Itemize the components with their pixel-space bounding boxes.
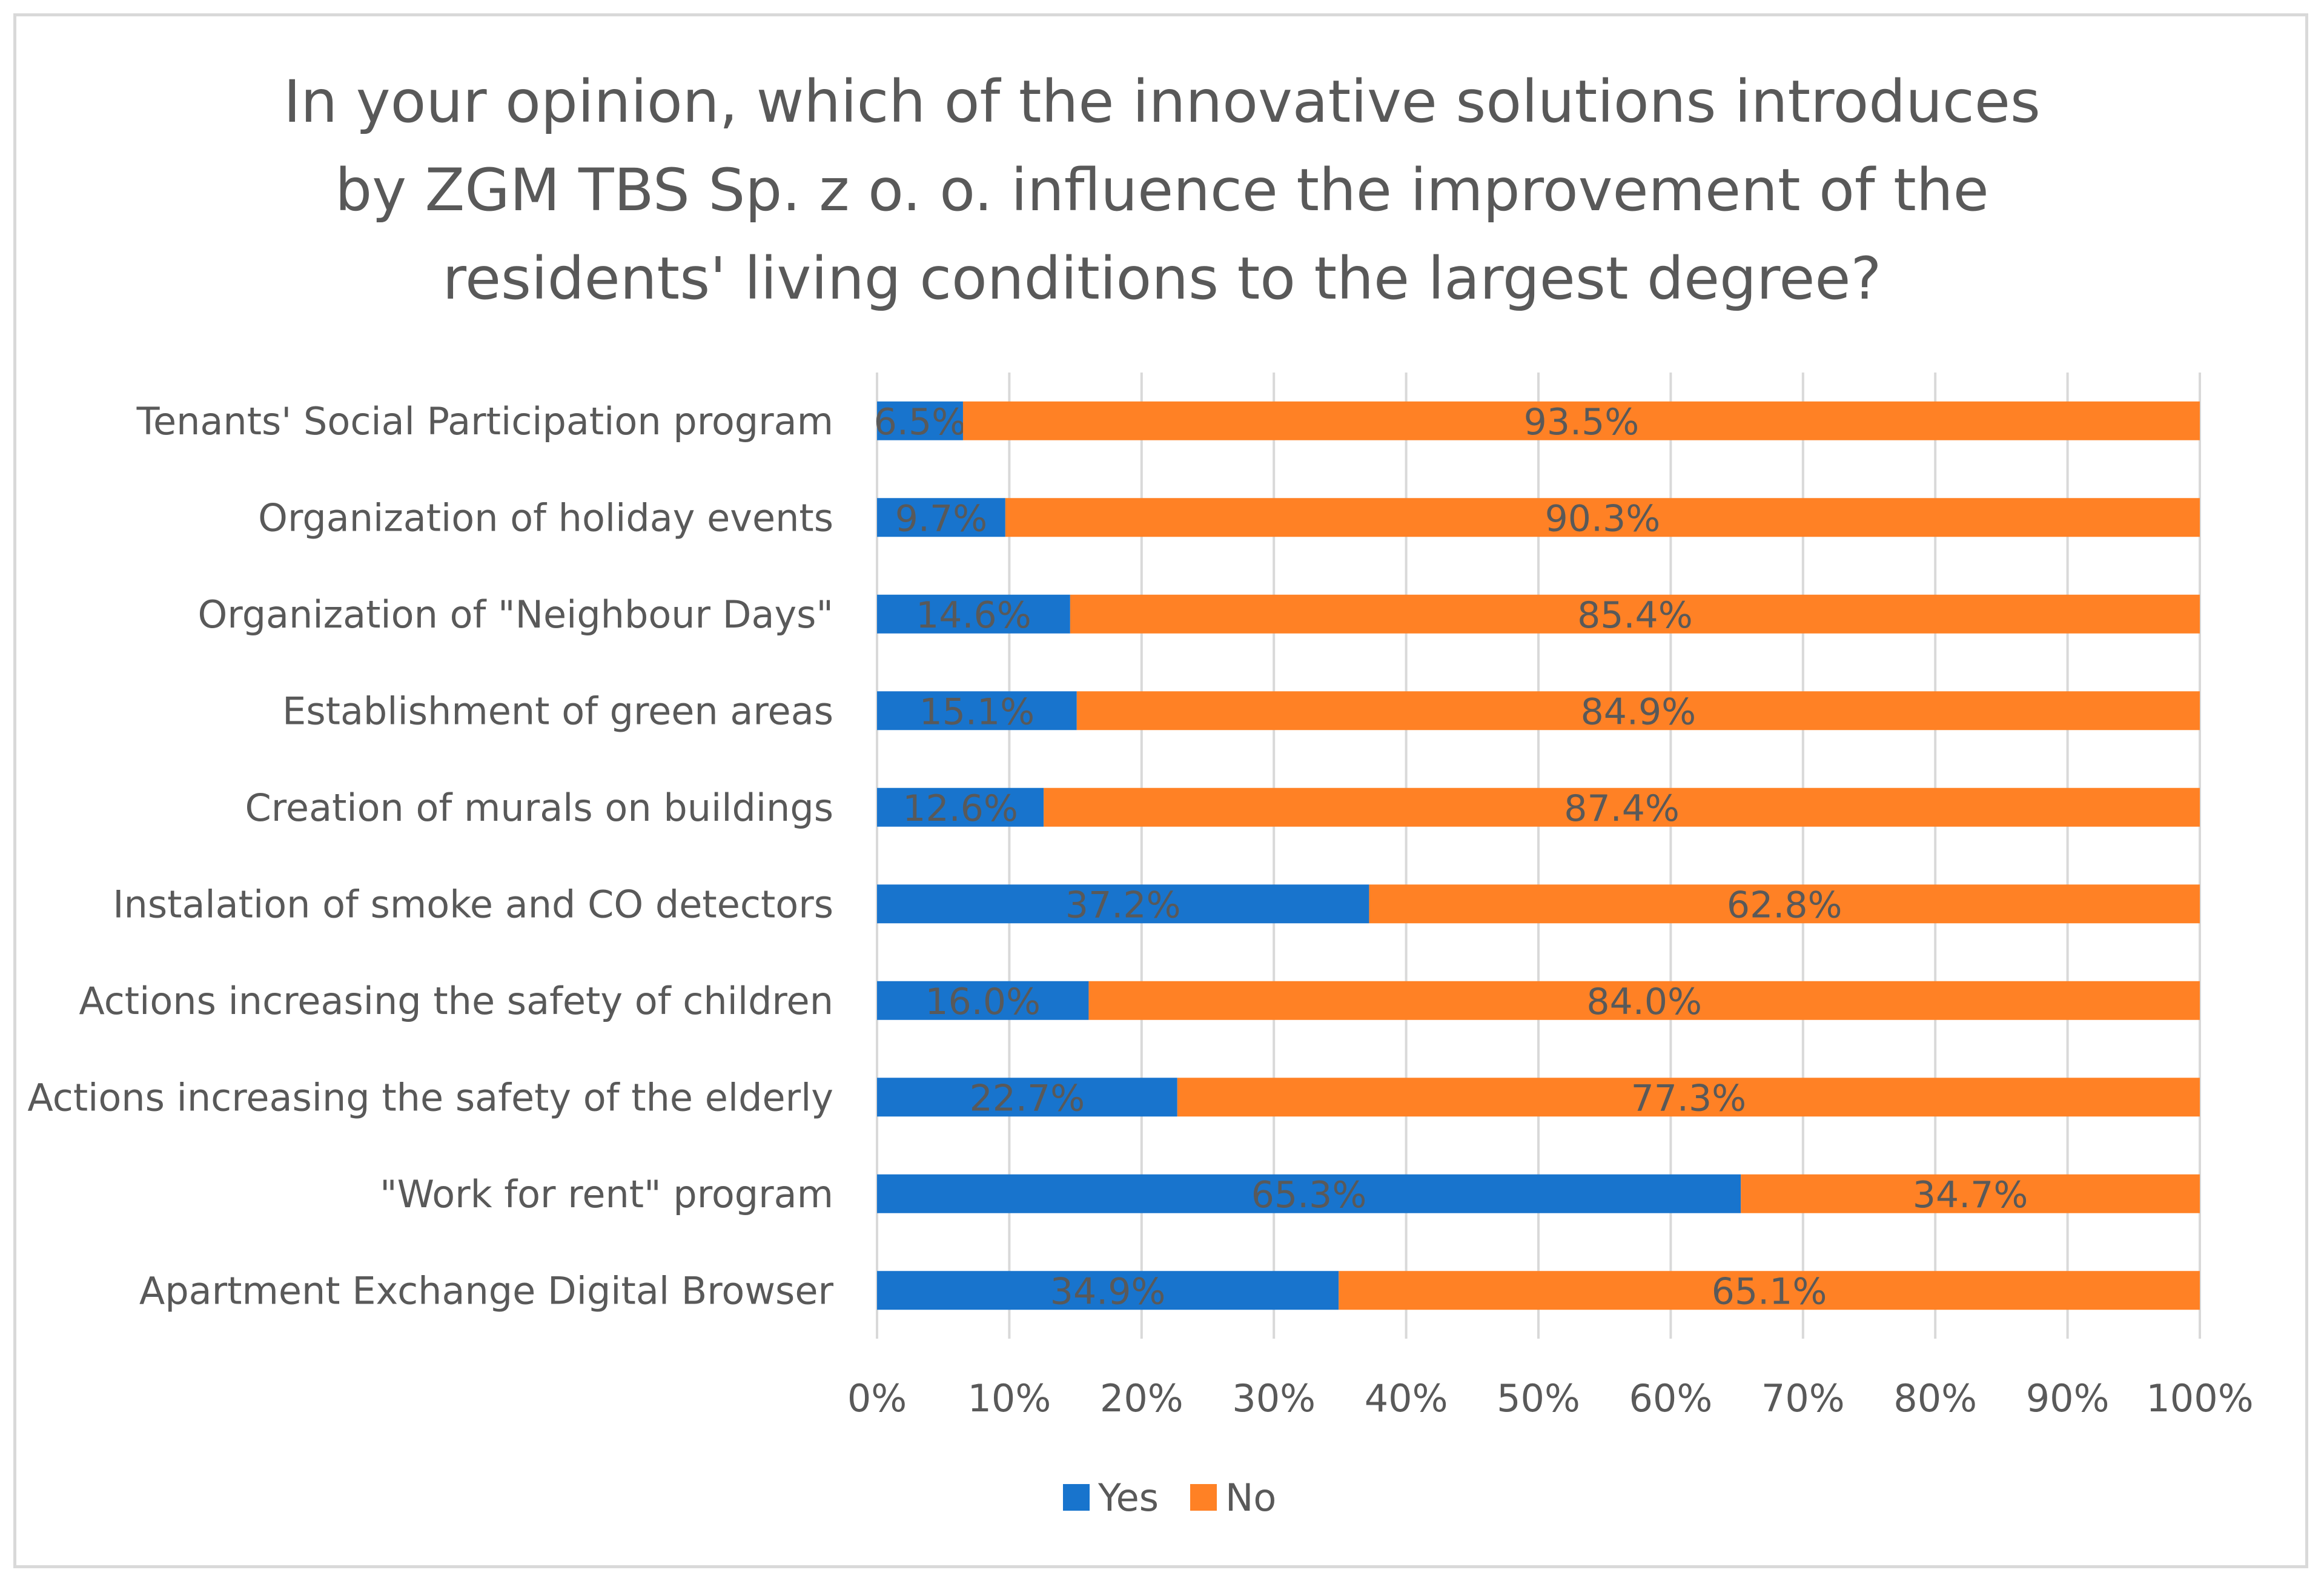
bar-yes bbox=[877, 981, 1089, 1020]
category-label: Organization of holiday events bbox=[258, 495, 833, 540]
x-tick-label: 10% bbox=[967, 1376, 1051, 1420]
bar-no bbox=[1044, 787, 2200, 827]
data-label: 90.3% bbox=[1545, 497, 1661, 540]
bar-yes bbox=[877, 1078, 1177, 1117]
x-tick-label: 30% bbox=[1232, 1376, 1316, 1420]
category-label: Actions increasing the safety of the eld… bbox=[27, 1075, 833, 1119]
x-tick-label: 70% bbox=[1761, 1376, 1845, 1420]
category-label: "Work for rent" program bbox=[380, 1172, 833, 1216]
data-label: 22.7% bbox=[970, 1077, 1085, 1119]
bar-yes bbox=[877, 1271, 1339, 1310]
legend-swatch-yes bbox=[1063, 1484, 1090, 1511]
data-label: 85.4% bbox=[1577, 594, 1693, 637]
x-tick-label: 0% bbox=[847, 1376, 907, 1420]
category-label: Instalation of smoke and CO detectors bbox=[113, 882, 833, 926]
bar-yes bbox=[877, 884, 1369, 924]
data-label: 84.9% bbox=[1581, 691, 1697, 733]
bar-no bbox=[1369, 884, 2200, 924]
x-tick-label: 60% bbox=[1629, 1376, 1712, 1420]
data-label: 65.3% bbox=[1251, 1174, 1367, 1216]
category-label: Tenants' Social Participation program bbox=[136, 399, 833, 443]
bar-no bbox=[1005, 498, 2200, 537]
bar-yes bbox=[877, 1174, 1741, 1213]
data-label: 9.7% bbox=[895, 497, 987, 540]
bar-no bbox=[1339, 1271, 2200, 1310]
data-label: 87.4% bbox=[1564, 787, 1680, 830]
x-tick-label: 90% bbox=[2026, 1376, 2110, 1420]
data-label: 6.5% bbox=[874, 401, 966, 443]
x-tick-label: 100% bbox=[2146, 1376, 2253, 1420]
data-label: 16.0% bbox=[925, 981, 1041, 1023]
bar-yes bbox=[877, 691, 1077, 731]
data-label: 12.6% bbox=[902, 787, 1018, 830]
legend-label-no: No bbox=[1225, 1476, 1276, 1520]
data-label: 84.0% bbox=[1586, 981, 1702, 1023]
x-tick-label: 80% bbox=[1893, 1376, 1977, 1420]
x-tick-label: 50% bbox=[1497, 1376, 1580, 1420]
legend-swatch-no bbox=[1190, 1484, 1217, 1511]
data-label: 34.9% bbox=[1050, 1270, 1166, 1313]
data-label: 65.1% bbox=[1712, 1270, 1827, 1313]
x-tick-label: 20% bbox=[1100, 1376, 1184, 1420]
data-label: 77.3% bbox=[1631, 1077, 1747, 1119]
data-label: 14.6% bbox=[916, 594, 1031, 637]
data-label: 93.5% bbox=[1524, 401, 1640, 443]
x-tick-label: 40% bbox=[1365, 1376, 1448, 1420]
data-label: 62.8% bbox=[1727, 884, 1842, 926]
data-label: 34.7% bbox=[1913, 1174, 2028, 1216]
bar-yes bbox=[877, 787, 1044, 827]
category-label: Organization of "Neighbour Days" bbox=[198, 592, 834, 637]
bar-no bbox=[1177, 1078, 2200, 1117]
bar-no bbox=[1070, 594, 2200, 634]
bar-no bbox=[962, 401, 2200, 440]
data-label: 37.2% bbox=[1065, 884, 1181, 926]
bar-yes bbox=[877, 594, 1070, 634]
bar-yes bbox=[877, 498, 1005, 537]
chart-title: In your opinion, which of the innovative… bbox=[283, 68, 2041, 313]
category-label: Establishment of green areas bbox=[282, 689, 833, 733]
category-label: Creation of murals on buildings bbox=[245, 786, 833, 830]
bar-no bbox=[1088, 981, 2200, 1020]
data-label: 15.1% bbox=[919, 691, 1035, 733]
category-label: Actions increasing the safety of childre… bbox=[79, 979, 833, 1023]
bar-no bbox=[1741, 1174, 2200, 1213]
bar-no bbox=[1076, 691, 2200, 731]
bar-yes bbox=[877, 401, 963, 440]
legend-label-yes: Yes bbox=[1097, 1476, 1159, 1520]
category-label: Apartment Exchange Digital Browser bbox=[139, 1268, 834, 1313]
